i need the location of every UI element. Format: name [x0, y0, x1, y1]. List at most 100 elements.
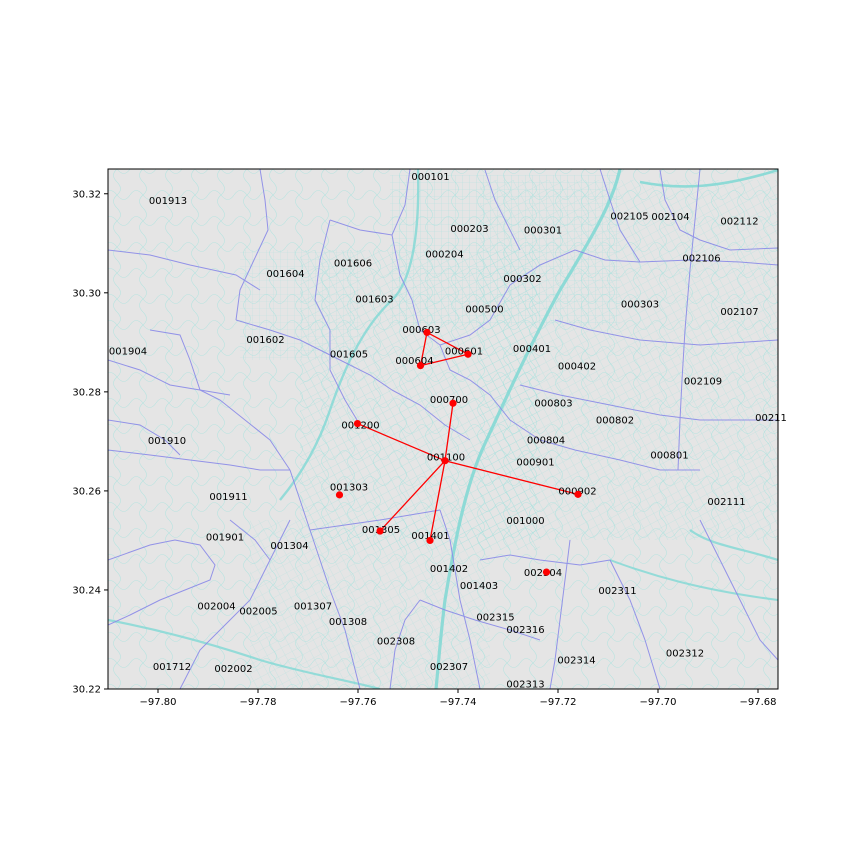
y-axis: 30.22 30.24 30.26 30.28 30.30 30.32 — [72, 189, 108, 696]
tract-label-000603: 000603 — [402, 325, 440, 336]
tract-label-001307: 001307 — [294, 601, 332, 612]
tract-label-002112: 002112 — [720, 217, 758, 228]
tract-label-002308: 002308 — [377, 636, 415, 647]
x-tick-label: −97.78 — [239, 697, 276, 708]
network-nodes — [335, 328, 582, 576]
x-tick-label: −97.76 — [339, 697, 376, 708]
tract-label-002002: 002002 — [214, 664, 252, 675]
street-network — [108, 169, 778, 689]
tract-label-002316: 002316 — [506, 625, 544, 636]
network-node-001303 — [335, 491, 344, 499]
network-node-001100 — [441, 457, 449, 465]
highway-183 — [639, 169, 778, 188]
tract-label-001712: 001712 — [153, 662, 191, 673]
tract-label-002004: 002004 — [197, 601, 235, 612]
tract-label-002105: 002105 — [610, 212, 648, 223]
tract-label-000303: 000303 — [621, 300, 659, 311]
tract-label-000301: 000301 — [524, 225, 562, 236]
network-edge-001100-001401 — [429, 460, 446, 541]
tract-label-000601: 000601 — [445, 346, 483, 357]
x-tick-label: −97.70 — [639, 697, 676, 708]
tract-label-000604: 000604 — [395, 356, 433, 367]
network-node-001200 — [353, 419, 362, 428]
tract-label-001913: 001913 — [149, 196, 187, 207]
tract-label-001603: 001603 — [355, 294, 393, 305]
tract-label-000402: 000402 — [558, 362, 596, 373]
tract-label-001000: 001000 — [506, 516, 544, 527]
y-tick-label: 30.24 — [72, 585, 101, 596]
tract-label-001401: 001401 — [411, 531, 449, 542]
tract-label-001402: 001402 — [430, 564, 468, 575]
x-tick-label: −97.68 — [739, 697, 776, 708]
tract-label-000401: 000401 — [513, 344, 551, 355]
network-edge-000700-001100 — [444, 403, 454, 461]
network-edge-000603-000604 — [419, 332, 428, 366]
tract-label-000700: 000700 — [430, 395, 468, 406]
tract-label-002107: 002107 — [720, 307, 758, 318]
tract-label-000801: 000801 — [650, 450, 688, 461]
tract-label-001403: 001403 — [460, 581, 498, 592]
tract-label-002311: 002311 — [598, 586, 636, 597]
y-tick-label: 30.26 — [72, 486, 101, 497]
x-tick-label: −97.80 — [139, 697, 176, 708]
y-tick-label: 30.28 — [72, 387, 101, 398]
tract-label-002313: 002313 — [506, 680, 544, 691]
tract-labels: 000101 001913 000203 000301 002105 002104 0021… — [109, 172, 787, 691]
highway-ben-white — [108, 618, 381, 689]
network-edges — [357, 331, 579, 541]
tract-label-002104: 002104 — [651, 212, 689, 223]
tract-label-000203: 000203 — [450, 224, 488, 235]
tract-boundaries — [108, 169, 778, 689]
network-node-000604 — [416, 362, 425, 370]
tract-label-000901: 000901 — [516, 458, 554, 469]
network-edge-000604-000601 — [420, 353, 469, 367]
tract-label-000802: 000802 — [596, 416, 634, 427]
tract-label-000302: 000302 — [503, 274, 541, 285]
network-node-002304 — [542, 568, 551, 576]
x-tick-label: −97.72 — [539, 697, 576, 708]
y-tick-label: 30.32 — [72, 189, 101, 200]
network-edge-001100-000902 — [444, 460, 579, 496]
plot-frame — [107, 168, 779, 690]
x-axis: −97.80 −97.78 −97.76 −97.74 −97.72 −97.70 −97.… — [139, 689, 777, 708]
tract-label-001604: 001604 — [266, 269, 304, 280]
network-edge-001200-001100 — [357, 422, 446, 462]
tract-label-000803: 000803 — [534, 399, 572, 410]
street-grid-south — [250, 520, 490, 689]
street-grid-north — [390, 175, 620, 325]
network-node-000902 — [574, 490, 582, 498]
tract-label-00211: 00211 — [755, 413, 787, 424]
tract-label-000101: 000101 — [411, 172, 449, 183]
tract-label-002314: 002314 — [557, 655, 595, 666]
tract-label-002005: 002005 — [239, 607, 277, 618]
network-node-001401 — [426, 536, 434, 545]
tract-label-001606: 001606 — [334, 259, 372, 270]
tract-label-001303: 001303 — [330, 482, 368, 493]
map-panel: 000101 001913 000203 000301 002105 002104 0021… — [107, 168, 787, 691]
tract-label-000204: 000204 — [425, 250, 463, 261]
tract-label-002312: 002312 — [666, 648, 704, 659]
highway-southeast — [689, 529, 778, 562]
y-tick-label: 30.30 — [72, 288, 101, 299]
tract-label-000500: 000500 — [465, 305, 503, 316]
network-node-000603 — [423, 328, 431, 337]
street-grid-northwest — [240, 250, 360, 360]
highway-mopac — [279, 169, 420, 501]
network-node-001305 — [376, 527, 384, 535]
network-node-000700 — [449, 399, 457, 407]
tract-label-002109: 002109 — [684, 376, 722, 387]
highway-i35 — [434, 169, 622, 689]
y-tick-label: 30.22 — [72, 685, 101, 696]
tract-label-002307: 002307 — [430, 662, 468, 673]
tract-label-001910: 001910 — [148, 436, 186, 447]
network-edge-000603-000601 — [426, 331, 469, 355]
tract-label-001911: 001911 — [209, 492, 247, 503]
tract-label-001200: 001200 — [341, 421, 379, 432]
highway-290 — [609, 559, 778, 601]
tract-label-002111: 002111 — [707, 497, 745, 508]
tract-label-002315: 002315 — [476, 613, 514, 624]
tract-label-001602: 001602 — [246, 335, 284, 346]
tract-label-002106: 002106 — [682, 254, 720, 265]
tract-label-001904: 001904 — [109, 346, 147, 357]
